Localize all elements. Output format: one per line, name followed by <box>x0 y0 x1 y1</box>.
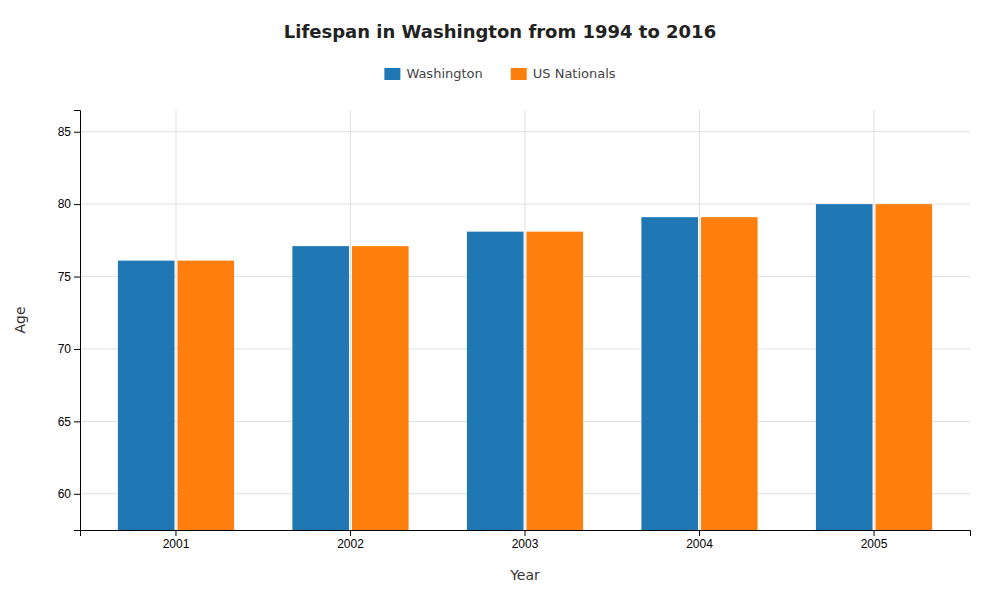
grid <box>80 110 970 530</box>
tick-mark <box>525 530 526 536</box>
tick-mark <box>74 204 80 205</box>
title: Lifespan in Washington from 1994 to 2016 <box>284 21 716 42</box>
x-tick: 2005 <box>861 530 888 551</box>
bar <box>118 261 175 530</box>
x-axis-title: Year <box>509 567 540 583</box>
x-tick: 2004 <box>686 530 713 551</box>
bar-series <box>118 204 873 530</box>
bar <box>641 217 698 530</box>
tick-label: 85 <box>58 125 72 139</box>
x-tick: 2001 <box>163 530 190 551</box>
grid-line <box>699 110 700 530</box>
bar <box>701 217 758 530</box>
bar <box>467 232 524 530</box>
legend-swatch <box>384 68 400 80</box>
y-tick: 85 <box>58 125 80 139</box>
tick-mark <box>175 530 176 536</box>
legend-label: US Nationals <box>533 66 616 81</box>
tick-label: 80 <box>58 197 72 211</box>
y-tick: 80 <box>58 197 80 211</box>
y-tick: 65 <box>58 415 80 429</box>
tick-mark <box>74 277 80 278</box>
legend-item: US Nationals <box>511 66 616 81</box>
x-tick: 2002 <box>337 530 364 551</box>
tick-label: 75 <box>58 270 72 284</box>
tick-label: 2004 <box>686 537 713 551</box>
tick-mark <box>350 530 351 536</box>
tick-label: 2002 <box>337 537 364 551</box>
y-tick: 60 <box>58 487 80 501</box>
x-tick: 2003 <box>512 530 539 551</box>
axis-line <box>81 531 971 537</box>
bar <box>352 246 409 530</box>
tick-mark <box>74 132 80 133</box>
tick-label: 60 <box>58 487 72 501</box>
grid-line <box>175 110 176 530</box>
tick-mark <box>874 530 875 536</box>
y-tick: 70 <box>58 342 80 356</box>
tick-mark <box>74 421 80 422</box>
bars <box>118 204 932 530</box>
legend-label: Washington <box>406 66 482 81</box>
axis-line <box>74 111 81 531</box>
bar-series <box>177 204 932 530</box>
legend-swatch <box>511 68 527 80</box>
bar <box>876 204 933 530</box>
y-tick: 75 <box>58 270 80 284</box>
x-axis: 2001 2002 2003 2004 2005 <box>81 530 971 551</box>
grid-line <box>350 110 351 530</box>
tick-mark <box>74 349 80 350</box>
tick-label: 2005 <box>861 537 888 551</box>
plot: 2001 2002 2003 2004 2005 60 65 70 75 80 85 <box>58 110 971 551</box>
bar <box>816 204 873 530</box>
legend: Washington US Nationals <box>384 66 615 81</box>
tick-label: 2003 <box>512 537 539 551</box>
tick-mark <box>699 530 700 536</box>
y-axis-title: Age <box>12 306 28 333</box>
grid-line <box>874 110 875 530</box>
grid-line <box>525 110 526 530</box>
bar <box>526 232 583 530</box>
tick-mark <box>74 494 80 495</box>
tick-label: 2001 <box>163 537 190 551</box>
legend-item: Washington <box>384 66 482 81</box>
tick-label: 65 <box>58 415 72 429</box>
chart: 2001 2002 2003 2004 2005 60 65 70 75 80 85 Year Age L… <box>0 0 1000 600</box>
bar <box>292 246 349 530</box>
bar <box>177 261 234 530</box>
y-axis: 60 65 70 75 80 85 <box>58 111 81 531</box>
tick-label: 70 <box>58 342 72 356</box>
